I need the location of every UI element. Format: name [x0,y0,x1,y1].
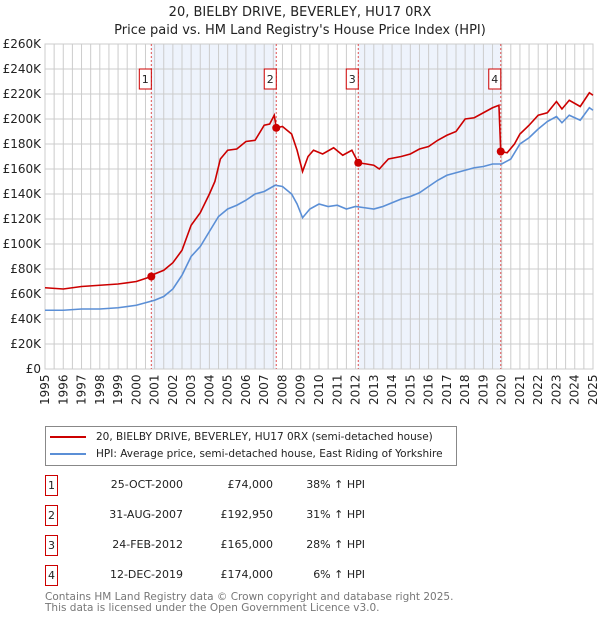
y-tick-label: £20K [10,337,42,351]
x-tick-label: 2000 [129,374,143,405]
x-tick-label: 2001 [148,374,162,405]
x-tick-label: 2006 [239,374,253,405]
sale-marker: 3 [45,535,58,556]
x-tick-label: 1998 [93,374,107,405]
x-tick-label: 1995 [38,374,52,405]
sale-label: 2 [267,73,274,86]
sale-date: 25-OCT-2000 [110,478,183,491]
y-tick-label: £220K [3,87,43,101]
x-tick-label: 2012 [349,374,363,405]
chart-title: 20, BIELBY DRIVE, BEVERLEY, HU17 0RX [168,5,432,20]
sale-hpi-change: 31% ↑ HPI [306,508,365,521]
shaded-period [358,44,501,369]
sale-label-box [345,68,359,90]
x-tick-label: 1999 [111,374,125,405]
x-tick-label: 2018 [458,374,472,405]
x-tick-label: 2016 [422,374,436,405]
sale-point [147,272,156,281]
x-tick-label: 2022 [531,374,545,405]
x-tick-label: 1997 [75,374,89,405]
sale-point [496,147,505,156]
x-tick-label: 2015 [403,374,417,405]
y-tick-label: £40K [10,312,42,326]
x-tick-label: 2021 [513,374,527,405]
sale-point [354,158,363,167]
footer-line: Contains HM Land Registry data © Crown c… [45,591,454,603]
y-tick-label: £80K [10,262,42,276]
price-chart: £0 £20K £40K £60K £80K £100K £120K £140K £160K £1… [3,37,600,405]
series-line-property [44,91,594,290]
sale-hpi-change: 38% ↑ HPI [306,478,365,491]
x-tick-label: 2009 [294,374,308,405]
x-tick-label: 2002 [166,374,180,405]
sale-date: 12-DEC-2019 [109,568,183,581]
sale-point [272,123,281,132]
legend-label: 20, BIELBY DRIVE, BEVERLEY, HU17 0RX (se… [96,431,433,443]
x-tick-label: 2019 [476,374,490,405]
sale-label: 4 [491,73,498,86]
y-tick-label: £0 [26,362,41,376]
x-tick-label: 2020 [495,374,509,405]
y-tick-label: £120K [3,212,43,226]
footer-line: This data is licensed under the Open Gov… [45,602,380,614]
x-tick-label: 2014 [385,374,399,405]
sale-label-box [138,68,152,90]
sale-row: 2 31-AUG-2007 £192,950 31% ↑ HPI [45,505,385,526]
x-tick-label: 2003 [184,374,198,405]
series-line-hpi [45,106,594,312]
x-tick-label: 2004 [202,374,216,405]
x-tick-label: 1996 [56,374,70,405]
x-tick-label: 2008 [275,374,289,405]
legend-label: HPI: Average price, semi-detached house,… [96,448,443,460]
y-tick-label: £180K [3,137,43,151]
legend-swatch-blue [50,453,86,455]
legend-item-property: 20, BIELBY DRIVE, BEVERLEY, HU17 0RX (se… [50,431,433,443]
sale-row: 1 25-OCT-2000 £74,000 38% ↑ HPI [45,475,385,496]
chart-subtitle: Price paid vs. HM Land Registry's House … [114,23,486,38]
x-tick-label: 2013 [367,374,381,405]
shaded-period [151,44,277,369]
y-tick-label: £240K [3,62,43,76]
legend-item-hpi: HPI: Average price, semi-detached house,… [50,448,443,460]
sale-date: 31-AUG-2007 [109,508,183,521]
footer: Contains HM Land Registry data © Crown c… [45,592,453,614]
sale-price: £192,950 [220,508,274,521]
y-tick-label: £140K [3,187,43,201]
sale-date: 24-FEB-2012 [112,538,183,551]
sale-label: 3 [349,73,356,86]
sale-marker: 4 [45,565,58,586]
x-tick-label: 2007 [257,374,271,405]
x-tick-label: 2025 [586,374,600,405]
sale-label-box [488,68,502,90]
y-tick-label: £260K [3,37,43,51]
sale-hpi-change: 28% ↑ HPI [306,538,365,551]
sale-hpi-change: 6% ↑ HPI [313,568,365,581]
x-tick-label: 2011 [330,374,344,405]
sale-row: 3 24-FEB-2012 £165,000 28% ↑ HPI [45,535,385,556]
sale-row: 4 12-DEC-2019 £174,000 6% ↑ HPI [45,565,385,586]
sale-marker: 1 [45,475,58,496]
y-tick-label: £200K [3,112,43,126]
sale-marker: 2 [45,505,58,526]
sale-price: £74,000 [227,478,274,491]
plot-border [44,43,594,370]
legend: 20, BIELBY DRIVE, BEVERLEY, HU17 0RX (se… [45,426,457,466]
y-tick-label: £60K [10,287,42,301]
sale-label: 1 [142,73,149,86]
sale-price: £174,000 [220,568,274,581]
x-tick-label: 2005 [221,374,235,405]
sale-price: £165,000 [220,538,274,551]
x-tick-label: 2017 [440,374,454,405]
x-tick-label: 2024 [568,374,582,405]
y-tick-label: £100K [3,237,43,251]
y-tick-label: £160K [3,162,43,176]
x-tick-label: 2023 [549,374,563,405]
legend-swatch-red [50,436,86,438]
sale-label-box [263,68,277,90]
x-tick-label: 2010 [312,374,326,405]
